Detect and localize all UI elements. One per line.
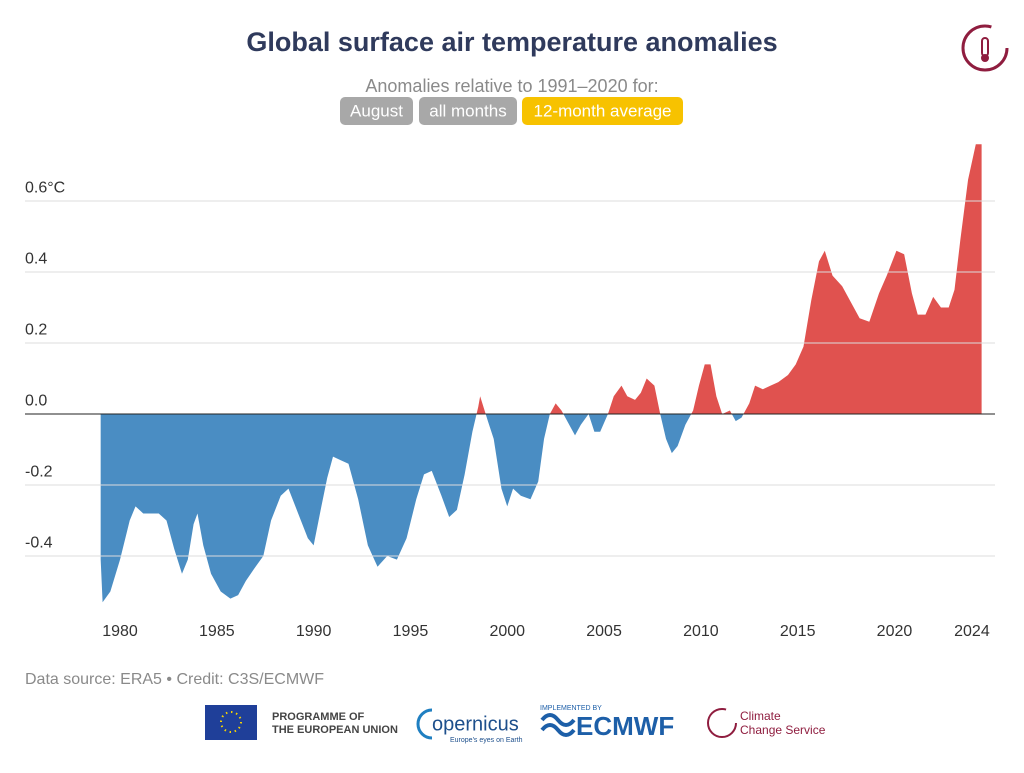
y-tick-label: 0.6°C	[25, 179, 65, 196]
button-label[interactable]: 12-month average	[534, 101, 672, 120]
eu-text: PROGRAMME OF	[272, 711, 365, 723]
c3s-text: Change Service	[740, 723, 826, 737]
x-tick-label: 2020	[877, 623, 913, 640]
subtitle: Anomalies relative to 1991–2020 for:	[365, 76, 658, 96]
button-all-months[interactable]	[419, 97, 517, 125]
y-tick-label: -0.2	[25, 463, 53, 480]
x-tick-label: 1985	[199, 623, 235, 640]
ecmwf-waves	[540, 713, 576, 737]
y-tick-label: -0.4	[25, 534, 53, 551]
copernicus-tagline: Europe's eyes on Earth	[450, 737, 523, 744]
x-tick-label: 2024	[954, 623, 990, 640]
copernicus-text: opernicus	[432, 713, 519, 735]
x-tick-label: 1995	[393, 623, 429, 640]
chart-title: Global surface air temperature anomalies	[246, 27, 777, 57]
x-tick-label: 2015	[780, 623, 816, 640]
footer-logos: PROGRAMME OF THE EUROPEAN UNION opernicu…	[205, 705, 826, 744]
c3s-icon	[707, 708, 737, 738]
button-label[interactable]: August	[350, 101, 403, 120]
button-august[interactable]	[340, 97, 413, 125]
y-tick-label: 0.0	[25, 392, 47, 409]
area-negative	[100, 414, 744, 603]
x-tick-label: 2005	[586, 623, 622, 640]
y-tick-label: 0.4	[25, 250, 47, 267]
c3s-text: Climate	[740, 709, 781, 723]
x-tick-label: 1990	[296, 623, 332, 640]
button-label[interactable]: all months	[429, 101, 506, 120]
ecmwf-text: ECMWF	[576, 711, 674, 741]
x-tick-label: 2000	[489, 623, 525, 640]
x-tick-label: 2010	[683, 623, 719, 640]
plot: -0.4 -0.2 0.0 0.2 0.4 0.6°C 1980 1985 1990 1995 20…	[25, 144, 995, 640]
y-tick-label: 0.2	[25, 321, 47, 338]
copernicus-c	[416, 708, 433, 740]
eu-text: THE EUROPEAN UNION	[272, 724, 398, 736]
area-positive	[100, 144, 982, 415]
button-12-month[interactable]	[522, 97, 683, 125]
implemented-by: IMPLEMENTED BY	[540, 705, 602, 712]
logo-icon	[961, 24, 1009, 72]
x-tick-label: 1980	[102, 623, 138, 640]
source: Data source: ERA5 • Credit: C3S/ECMWF	[25, 671, 324, 688]
eu-flag	[205, 705, 257, 740]
